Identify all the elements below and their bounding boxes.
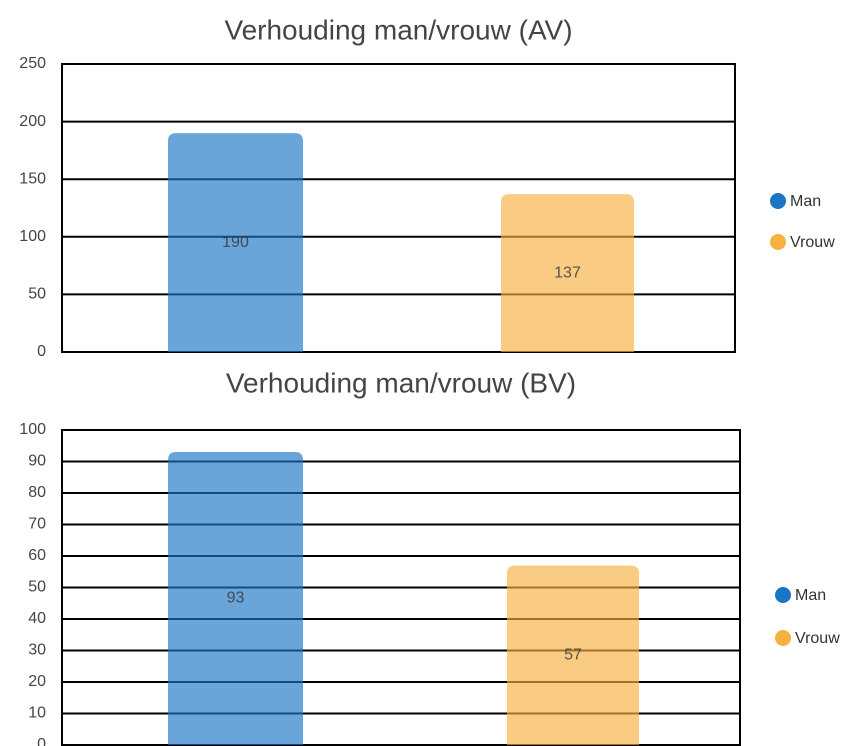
y-tick-label: 10 (28, 705, 46, 722)
y-tick-label: 20 (28, 673, 46, 690)
bar (168, 133, 303, 352)
y-tick-label: 150 (19, 170, 46, 187)
y-tick-label: 50 (28, 286, 46, 303)
legend-label: Man (795, 587, 826, 604)
legend-marker (775, 630, 791, 646)
legend-marker (770, 234, 786, 250)
legend-label: Vrouw (790, 234, 835, 251)
y-tick-label: 60 (28, 547, 46, 564)
y-tick-label: 100 (19, 421, 46, 438)
bar (168, 452, 303, 745)
data-label: 57 (564, 646, 582, 663)
y-tick-label: 250 (19, 55, 46, 72)
bar (501, 194, 634, 352)
legend-marker (775, 587, 791, 603)
y-tick-label: 0 (37, 343, 46, 360)
plot-frame (61, 429, 741, 746)
plot-frame (61, 63, 736, 353)
y-tick-label: 50 (28, 579, 46, 596)
y-tick-label: 200 (19, 113, 46, 130)
y-tick-label: 70 (28, 516, 46, 533)
y-tick-label: 30 (28, 642, 46, 659)
bar (507, 565, 639, 745)
data-label: 93 (227, 590, 245, 607)
y-tick-label: 100 (19, 228, 46, 245)
chart-title: Verhouding man/vrouw (BV) (226, 367, 576, 398)
y-tick-label: 0 (37, 736, 46, 746)
legend-label: Vrouw (795, 630, 840, 647)
y-tick-label: 90 (28, 453, 46, 470)
data-label: 190 (222, 234, 249, 251)
chart-title: Verhouding man/vrouw (AV) (224, 14, 572, 45)
y-tick-label: 80 (28, 484, 46, 501)
data-label: 137 (554, 264, 581, 281)
y-tick-label: 40 (28, 610, 46, 627)
legend-label: Man (790, 193, 821, 210)
legend-marker (770, 193, 786, 209)
